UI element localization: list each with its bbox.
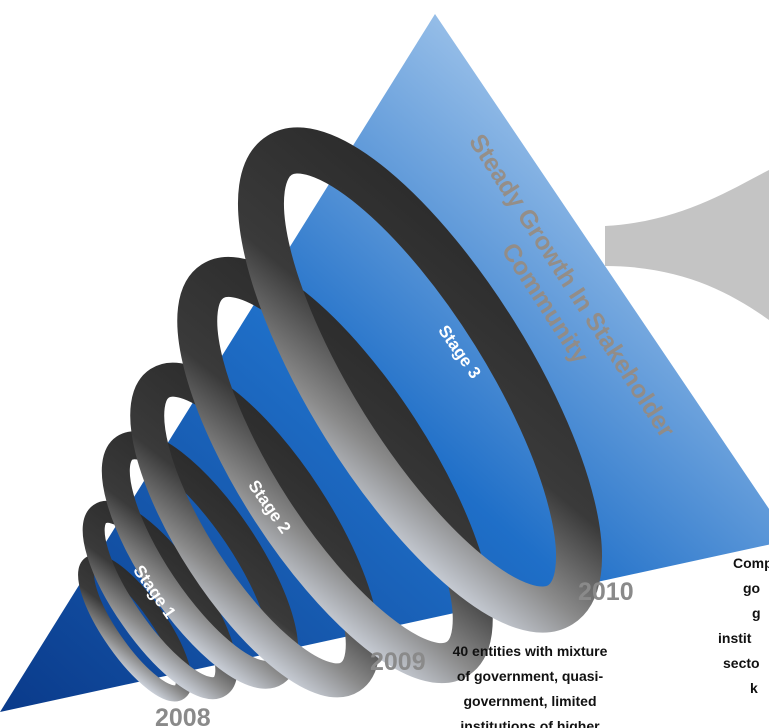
note-line: of government, quasi- bbox=[457, 668, 604, 684]
ring bbox=[177, 256, 493, 684]
note-line: secto bbox=[723, 655, 760, 671]
year-label: 2009 bbox=[370, 648, 426, 676]
ring bbox=[130, 362, 380, 698]
year-label: 2008 bbox=[155, 704, 211, 728]
ring bbox=[101, 431, 299, 689]
note-2010: Comp go g instit secto k bbox=[718, 555, 769, 696]
note-line: government, limited bbox=[463, 693, 596, 709]
note-line: 40 entities with mixture bbox=[453, 643, 608, 659]
note-line: Comp bbox=[733, 555, 769, 571]
ring bbox=[82, 500, 238, 700]
ring bbox=[237, 127, 603, 633]
spiral bbox=[78, 127, 603, 702]
note-2009: 40 entities with mixture of government, … bbox=[453, 643, 608, 728]
year-label: 2010 bbox=[578, 578, 634, 606]
note-line: go bbox=[743, 580, 760, 596]
note-line: k bbox=[750, 680, 758, 696]
note-line: g bbox=[752, 605, 761, 621]
funnel-arrow bbox=[605, 170, 769, 320]
note-line: instit bbox=[718, 630, 752, 646]
note-line: institutions of higher bbox=[460, 718, 600, 728]
